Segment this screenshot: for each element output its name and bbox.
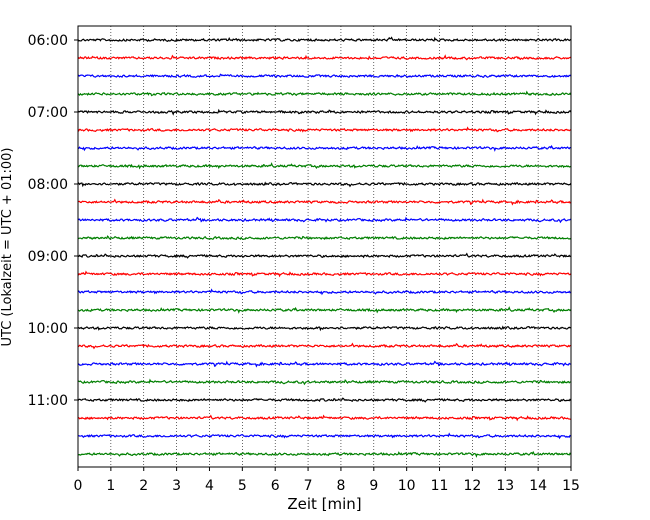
trace-line xyxy=(77,181,572,188)
x-tick-label: 14 xyxy=(529,478,547,494)
x-tick-label: 11 xyxy=(431,478,449,494)
trace-line xyxy=(77,306,572,314)
trace-line xyxy=(77,108,572,116)
y-tick-label: 09:00 xyxy=(28,249,68,265)
y-tick-label: 07:00 xyxy=(28,105,68,121)
x-tick-label: 9 xyxy=(369,478,378,494)
trace-line xyxy=(77,414,571,422)
x-tick-label: 10 xyxy=(398,478,416,494)
trace-line xyxy=(77,342,571,350)
y-tick-label: 11:00 xyxy=(28,393,68,409)
trace-line xyxy=(77,144,571,152)
trace-line xyxy=(77,270,572,278)
trace-group xyxy=(77,36,572,458)
x-tick-label: 4 xyxy=(205,478,214,494)
x-tick-label: 8 xyxy=(336,478,345,494)
trace-line xyxy=(77,36,572,42)
y-tick-label: 06:00 xyxy=(28,33,68,49)
trace-line xyxy=(77,90,572,97)
y-axis-title: UTC (Lokalzeit = UTC + 01:00) xyxy=(0,148,15,347)
trace-line xyxy=(77,73,572,78)
trace-line xyxy=(77,360,571,368)
x-tick-label: 1 xyxy=(106,478,115,494)
x-tick-label: 5 xyxy=(238,478,247,494)
x-tick-label: 12 xyxy=(463,478,481,494)
trace-line xyxy=(77,252,572,259)
trace-line xyxy=(77,126,572,133)
x-tick-label: 2 xyxy=(139,478,148,494)
x-tick-label: 7 xyxy=(304,478,313,494)
x-tick-label: 0 xyxy=(74,478,83,494)
x-axis: 0 1 2 3 4 5 6 7 8 9 10 11 12 13 14 15 xyxy=(74,467,580,494)
trace-line xyxy=(77,162,572,170)
y-axis: 06:00 07:00 08:00 09:00 10:00 11:00 xyxy=(28,33,78,409)
x-axis-title: Zeit [min] xyxy=(287,495,361,513)
y-tick-label: 08:00 xyxy=(28,177,68,193)
x-tick-label: 6 xyxy=(271,478,280,494)
trace-line xyxy=(77,325,572,332)
trace-line xyxy=(77,397,572,403)
trace-line xyxy=(77,198,572,206)
x-tick-label: 3 xyxy=(172,478,181,494)
trace-line xyxy=(77,450,572,458)
trace-line xyxy=(77,54,572,61)
x-tick-label: 15 xyxy=(562,478,580,494)
y-tick-label: 10:00 xyxy=(28,321,68,337)
plot-frame xyxy=(77,25,572,468)
trace-line xyxy=(77,288,572,296)
trace-line xyxy=(77,216,572,224)
x-tick-label: 13 xyxy=(496,478,514,494)
trace-line xyxy=(77,235,572,241)
trace-line xyxy=(77,378,571,386)
trace-line xyxy=(77,432,572,440)
